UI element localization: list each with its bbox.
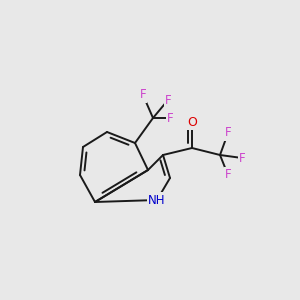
Text: F: F [225,169,231,182]
Text: NH: NH [148,194,166,206]
Text: F: F [167,112,173,124]
Text: O: O [187,116,197,128]
Text: F: F [239,152,245,164]
Text: F: F [225,127,231,140]
Text: F: F [165,94,171,106]
Text: F: F [140,88,146,101]
